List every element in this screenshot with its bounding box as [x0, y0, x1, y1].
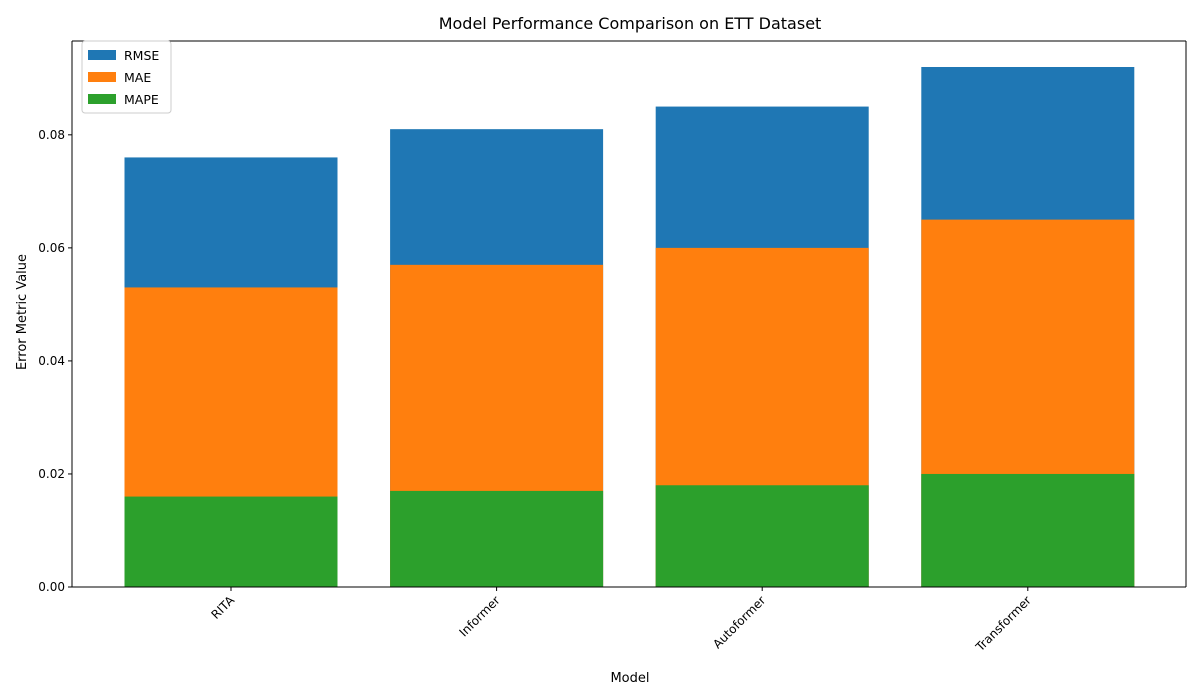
legend-label-mae: MAE [124, 70, 151, 85]
y-tick-label: 0.08 [38, 128, 65, 142]
y-tick-label: 0.04 [38, 354, 65, 368]
y-tick-label: 0.00 [38, 580, 65, 594]
bar-mape-informer [390, 490, 604, 587]
x-axis-label: Model [610, 671, 649, 686]
bar-mape-autoformer [655, 485, 869, 587]
chart-title: Model Performance Comparison on ETT Data… [439, 14, 822, 33]
legend-swatch-rmse [88, 50, 116, 60]
y-tick-label: 0.06 [38, 241, 65, 255]
y-axis-label: Error Metric Value [15, 254, 30, 370]
legend-label-rmse: RMSE [124, 48, 159, 63]
legend-label-mape: MAPE [124, 92, 159, 107]
bar-mape-transformer [921, 473, 1135, 587]
legend-swatch-mape [88, 94, 116, 104]
legend-swatch-mae [88, 72, 116, 82]
y-tick-label: 0.02 [38, 467, 65, 481]
legend: RMSE MAE MAPE [81, 40, 172, 114]
bar-mape-rita [124, 496, 338, 587]
